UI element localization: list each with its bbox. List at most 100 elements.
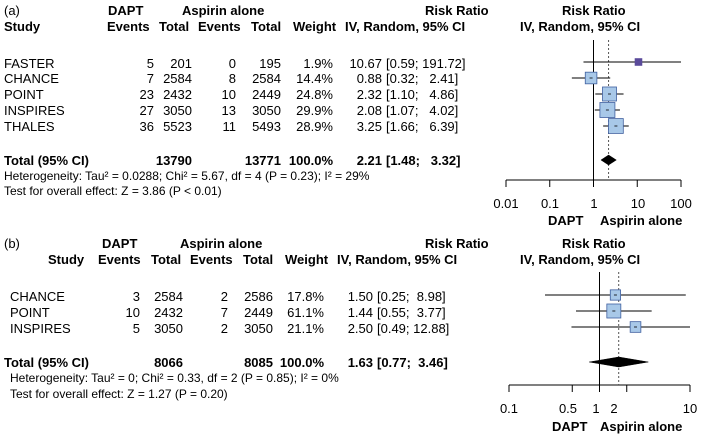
dapt-events: 5 — [132, 321, 140, 336]
dapt-total: 3050 — [163, 103, 192, 118]
dapt-events: 7 — [146, 71, 154, 86]
study-name: INSPIRES — [10, 321, 71, 336]
heterogeneity-text: Heterogeneity: Tau² = 0.0288; Chi² = 5.6… — [4, 169, 370, 183]
dapt-total: 5523 — [163, 119, 192, 134]
plot-sub-header: IV, Random, 95% CI — [520, 19, 641, 34]
rr-value: 2.08 — [356, 103, 382, 118]
study-header: Study — [48, 252, 85, 267]
dapt-total-sum: 13790 — [155, 153, 192, 168]
group1-header: DAPT — [108, 3, 144, 18]
dapt-events: 5 — [146, 56, 154, 71]
aspirin-events: 7 — [220, 305, 228, 320]
aspirin-total: 3050 — [252, 103, 281, 118]
total2-header: Total — [251, 19, 282, 34]
axis-tick-label: 1 — [590, 196, 598, 211]
dapt-total: 2432 — [154, 305, 183, 320]
effect-marker — [634, 58, 643, 66]
rr-value: 3.25 — [356, 119, 382, 134]
plot-title-header: Risk Ratio — [562, 236, 626, 251]
aspirin-total: 2449 — [252, 87, 281, 102]
ci-value: [0.59; 191.72] — [386, 56, 466, 71]
axis-tick-label: 0.1 — [499, 401, 519, 416]
dapt-events: 27 — [139, 103, 154, 118]
aspirin-events: 2 — [220, 289, 228, 304]
axis-tick-label: 10 — [682, 401, 698, 416]
rr-value: 2.32 — [356, 87, 382, 102]
dapt-total-sum: 8066 — [154, 355, 183, 370]
overall-effect-text: Test for overall effect: Z = 3.86 (P < 0… — [4, 184, 222, 198]
total-rr: 2.21 — [356, 153, 382, 168]
aspirin-events: 2 — [220, 321, 228, 336]
total-weight: 100.0% — [288, 153, 333, 168]
overall-effect-text: Test for overall effect: Z = 1.27 (P = 0… — [10, 387, 228, 401]
rr-value: 0.88 — [356, 71, 382, 86]
axis-tick-label: 0.5 — [558, 401, 578, 416]
dapt-events: 10 — [125, 305, 140, 320]
group2-header: Aspirin alone — [182, 3, 265, 18]
aspirin-events: 10 — [221, 87, 236, 102]
ci-value: [0.25; 8.98] — [377, 289, 446, 304]
aspirin-events: 11 — [222, 119, 237, 134]
weight-value: 21.1% — [287, 321, 324, 336]
ci-value: [1.10; 4.86] — [386, 87, 459, 102]
total-weight: 100.0% — [279, 355, 324, 370]
weight-header: Weight — [293, 19, 337, 34]
total-ci: [0.77; 3.46] — [377, 355, 448, 370]
aspirin-total: 2449 — [244, 305, 273, 320]
pooled-diamond — [600, 154, 617, 166]
dapt-events: 3 — [132, 289, 140, 304]
aspirin-total-sum: 13771 — [244, 153, 281, 168]
study-name: FASTER — [4, 56, 55, 71]
aspirin-events: 8 — [228, 71, 236, 86]
total-ci: [1.48; 3.32] — [386, 153, 461, 168]
plot-sub-header: IV, Random, 95% CI — [520, 252, 641, 267]
weight-value: 61.1% — [287, 305, 324, 320]
ci-value: [0.32; 2.41] — [386, 71, 459, 86]
rr-sub-header: IV, Random, 95% CI — [345, 19, 466, 34]
aspirin-total: 3050 — [244, 321, 273, 336]
study-name: INSPIRES — [4, 103, 65, 118]
rr-value: 2.50 — [347, 321, 373, 336]
weight-value: 28.9% — [296, 119, 333, 134]
dapt-events: 36 — [139, 119, 154, 134]
dapt-total: 201 — [170, 56, 192, 71]
rr-sub-header: IV, Random, 95% CI — [337, 252, 458, 267]
group1-header: DAPT — [102, 236, 138, 251]
aspirin-events: 13 — [221, 103, 236, 118]
events1-header: Events — [98, 252, 141, 267]
total-label: Total (95% CI) — [4, 153, 89, 168]
aspirin-total: 5493 — [252, 119, 281, 134]
weight-value: 1.9% — [303, 56, 333, 71]
weight-header: Weight — [285, 252, 329, 267]
ci-value: [1.66; 6.39] — [386, 119, 459, 134]
study-name: POINT — [10, 305, 50, 320]
group2-header: Aspirin alone — [180, 236, 263, 251]
axis-tick-label: 0.1 — [540, 196, 560, 211]
study-name: POINT — [4, 87, 44, 102]
aspirin-total: 2584 — [252, 71, 281, 86]
axis-tick-label: 0.01 — [493, 196, 519, 211]
axis-tick-label: 2 — [610, 401, 618, 416]
favours-dapt-label: DAPT — [552, 419, 588, 434]
total2-header: Total — [243, 252, 274, 267]
forest-plot-b — [508, 272, 691, 392]
study-header: Study — [4, 19, 41, 34]
total1-header: Total — [151, 252, 182, 267]
favours-aspirin-label: Aspirin alone — [600, 213, 683, 228]
rr-title-header: Risk Ratio — [425, 236, 489, 251]
dapt-total: 3050 — [154, 321, 183, 336]
plot-title-header: Risk Ratio — [562, 3, 626, 18]
rr-value: 1.50 — [347, 289, 373, 304]
dapt-total: 2432 — [163, 87, 192, 102]
study-name: THALES — [4, 119, 55, 134]
ci-value: [0.55; 3.77] — [377, 305, 446, 320]
study-name: CHANCE — [10, 289, 65, 304]
dapt-events: 23 — [139, 87, 154, 102]
panel-label: (b) — [4, 236, 20, 251]
forest-panel-b: (b) DAPT Aspirin alone Risk Ratio Risk R… — [0, 232, 702, 442]
aspirin-events: 0 — [228, 56, 236, 71]
axis-tick-label: 100 — [670, 196, 692, 211]
events2-header: Events — [190, 252, 233, 267]
ci-value: [1.07; 4.02] — [386, 103, 459, 118]
study-name: CHANCE — [4, 71, 59, 86]
